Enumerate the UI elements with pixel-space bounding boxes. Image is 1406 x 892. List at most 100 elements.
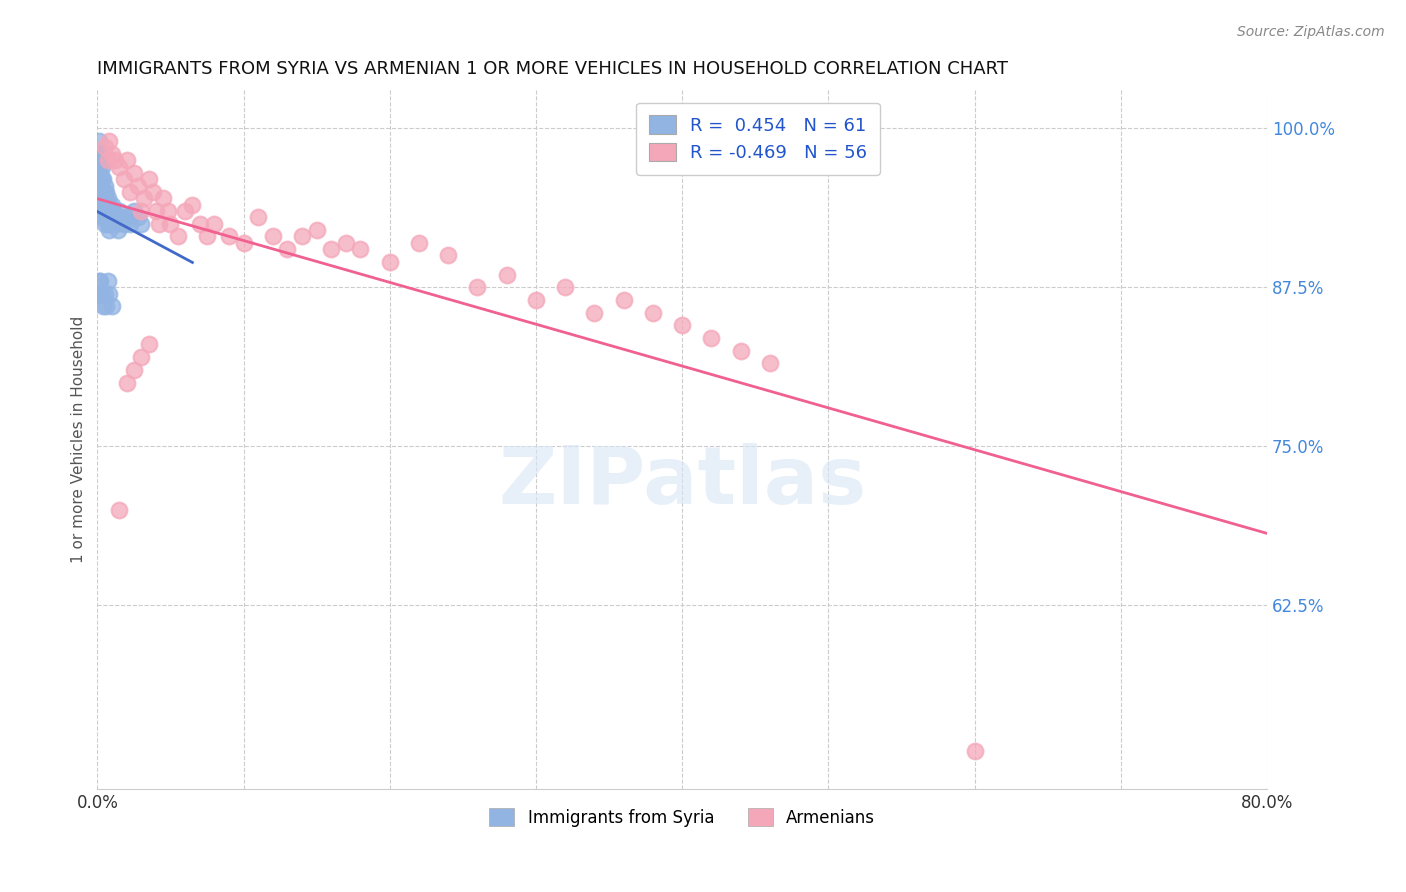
Point <box>100 217 122 231</box>
Point <box>118 217 141 231</box>
Point <box>115 376 138 390</box>
Point <box>94 185 117 199</box>
Point <box>107 223 129 237</box>
Point <box>97 217 120 231</box>
Point <box>122 204 145 219</box>
Point <box>110 211 132 225</box>
Point <box>90 211 112 225</box>
Point <box>247 211 270 225</box>
Point <box>89 286 111 301</box>
Point <box>91 172 114 186</box>
Point <box>93 178 115 193</box>
Point <box>159 217 181 231</box>
Point <box>613 293 636 307</box>
Point <box>218 229 240 244</box>
Point <box>129 350 152 364</box>
Point <box>89 166 111 180</box>
Point <box>94 211 117 225</box>
Point <box>115 153 138 168</box>
Point <box>129 217 152 231</box>
Point <box>408 235 430 250</box>
Point <box>127 178 149 193</box>
Point <box>90 197 112 211</box>
Point <box>91 197 114 211</box>
Point <box>90 172 112 186</box>
Point <box>305 223 328 237</box>
Legend: Immigrants from Syria, Armenians: Immigrants from Syria, Armenians <box>482 802 882 833</box>
Point <box>276 242 298 256</box>
Point <box>122 363 145 377</box>
Point <box>98 223 121 237</box>
Point <box>174 204 197 219</box>
Point <box>87 134 110 148</box>
Point <box>963 744 986 758</box>
Point <box>202 217 225 231</box>
Point <box>90 185 112 199</box>
Point <box>156 204 179 219</box>
Point <box>127 211 149 225</box>
Point <box>97 274 120 288</box>
Point <box>98 134 121 148</box>
Point <box>100 204 122 219</box>
Point <box>91 211 114 225</box>
Point <box>554 280 576 294</box>
Point <box>87 191 110 205</box>
Point <box>195 229 218 244</box>
Point <box>91 185 114 199</box>
Point <box>437 248 460 262</box>
Point <box>115 211 138 225</box>
Point <box>94 197 117 211</box>
Point <box>134 191 156 205</box>
Point <box>152 191 174 205</box>
Point <box>89 274 111 288</box>
Point <box>101 146 124 161</box>
Point <box>101 299 124 313</box>
Point <box>641 306 664 320</box>
Point <box>495 268 517 282</box>
Point <box>98 197 121 211</box>
Point <box>129 204 152 219</box>
Y-axis label: 1 or more Vehicles in Household: 1 or more Vehicles in Household <box>72 316 86 564</box>
Point <box>349 242 371 256</box>
Point <box>232 235 254 250</box>
Point <box>122 166 145 180</box>
Point <box>321 242 343 256</box>
Point <box>93 217 115 231</box>
Point <box>145 204 167 219</box>
Point <box>108 204 131 219</box>
Point <box>90 160 112 174</box>
Point <box>91 299 114 313</box>
Point <box>671 318 693 333</box>
Point <box>730 343 752 358</box>
Point <box>138 337 160 351</box>
Text: IMMIGRANTS FROM SYRIA VS ARMENIAN 1 OR MORE VEHICLES IN HOUSEHOLD CORRELATION CH: IMMIGRANTS FROM SYRIA VS ARMENIAN 1 OR M… <box>97 60 1008 78</box>
Point <box>118 185 141 199</box>
Point <box>87 146 110 161</box>
Point <box>583 306 606 320</box>
Point <box>89 153 111 168</box>
Point <box>108 502 131 516</box>
Point <box>759 357 782 371</box>
Point <box>104 211 127 225</box>
Point <box>101 211 124 225</box>
Point <box>97 204 120 219</box>
Point <box>87 172 110 186</box>
Point <box>188 217 211 231</box>
Point <box>291 229 314 244</box>
Point <box>335 235 357 250</box>
Point <box>94 299 117 313</box>
Point <box>87 286 110 301</box>
Point <box>112 172 135 186</box>
Point <box>105 217 128 231</box>
Point <box>87 185 110 199</box>
Point <box>104 153 127 168</box>
Point <box>98 211 121 225</box>
Point <box>97 153 120 168</box>
Point <box>700 331 723 345</box>
Point <box>524 293 547 307</box>
Point <box>89 197 111 211</box>
Point <box>112 217 135 231</box>
Point <box>108 160 131 174</box>
Point <box>103 204 125 219</box>
Point <box>87 274 110 288</box>
